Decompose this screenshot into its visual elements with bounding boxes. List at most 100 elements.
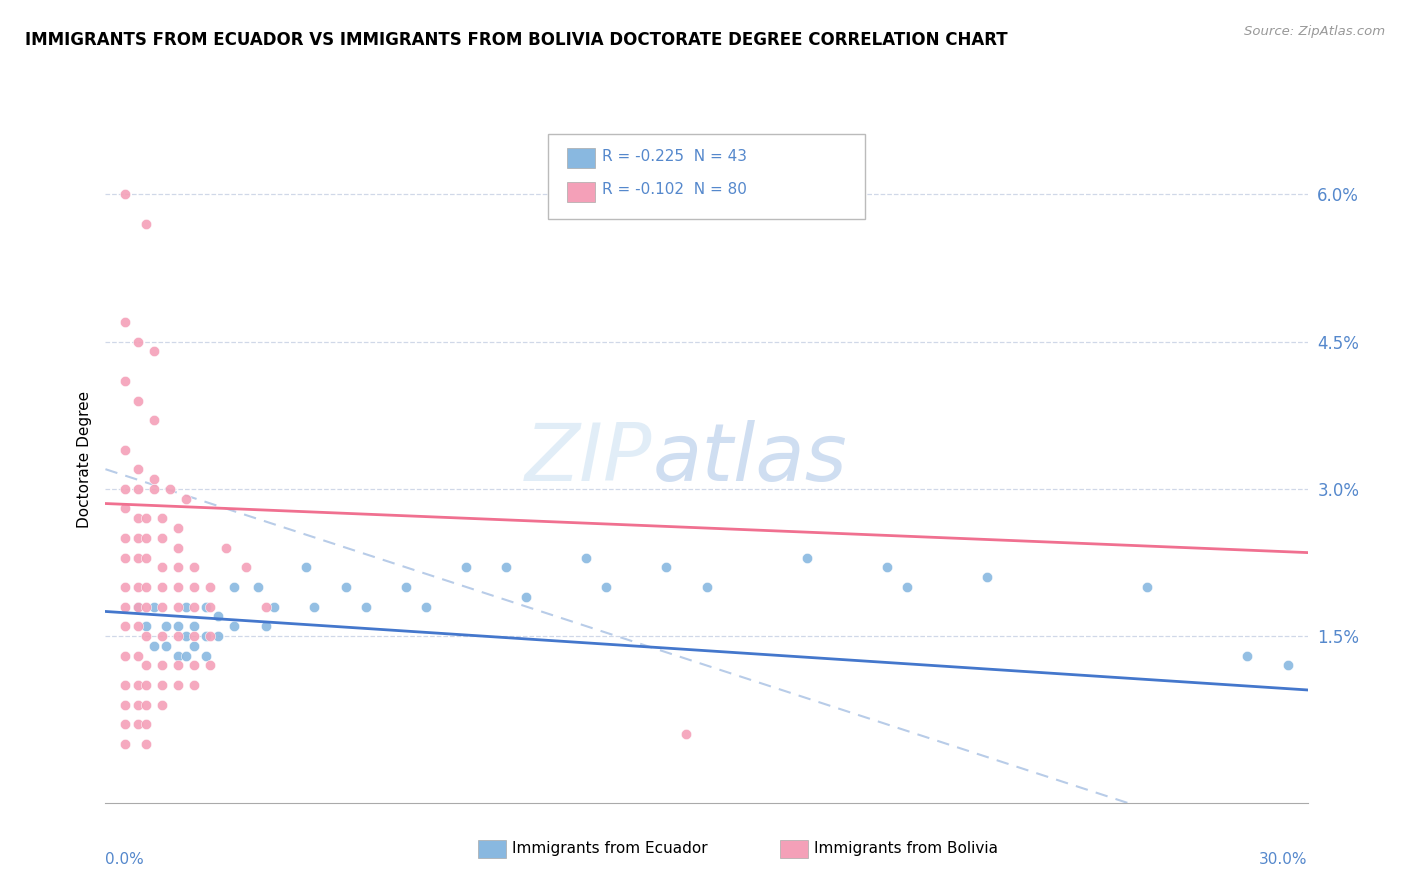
Point	[174, 599, 197, 614]
Point	[183, 639, 205, 653]
Point	[1236, 648, 1258, 663]
Point	[114, 648, 136, 663]
Point	[135, 698, 157, 712]
Point	[127, 648, 149, 663]
Point	[142, 482, 165, 496]
Point	[155, 639, 177, 653]
Point	[150, 560, 173, 574]
Point	[135, 658, 157, 673]
Y-axis label: Doctorate Degree: Doctorate Degree	[76, 391, 91, 528]
Point	[114, 315, 136, 329]
Point	[174, 648, 197, 663]
Point	[127, 550, 149, 565]
Point	[150, 580, 173, 594]
Point	[246, 580, 269, 594]
Point	[142, 344, 165, 359]
Point	[183, 678, 205, 692]
Point	[976, 570, 998, 584]
Point	[150, 678, 173, 692]
Point	[302, 599, 325, 614]
Point	[150, 531, 173, 545]
Point	[114, 678, 136, 692]
Point	[127, 462, 149, 476]
Point	[198, 580, 221, 594]
Point	[127, 531, 149, 545]
Point	[114, 599, 136, 614]
Point	[166, 599, 188, 614]
Point	[194, 599, 217, 614]
Point	[135, 678, 157, 692]
Point	[150, 599, 173, 614]
Point	[183, 560, 205, 574]
Point	[114, 442, 136, 457]
Point	[150, 658, 173, 673]
Point	[295, 560, 318, 574]
Point	[235, 560, 257, 574]
Point	[166, 619, 188, 633]
Point	[135, 599, 157, 614]
Point	[114, 482, 136, 496]
Point	[166, 658, 188, 673]
Point	[135, 580, 157, 594]
Text: R = -0.225  N = 43: R = -0.225 N = 43	[602, 149, 747, 163]
Text: Immigrants from Ecuador: Immigrants from Ecuador	[512, 841, 707, 855]
Point	[675, 727, 697, 741]
Point	[114, 531, 136, 545]
Point	[114, 501, 136, 516]
Point	[174, 491, 197, 506]
Point	[127, 678, 149, 692]
Point	[198, 629, 221, 643]
Point	[595, 580, 617, 594]
Point	[135, 531, 157, 545]
Point	[166, 629, 188, 643]
Point	[127, 482, 149, 496]
Text: Immigrants from Bolivia: Immigrants from Bolivia	[814, 841, 998, 855]
Point	[198, 658, 221, 673]
Point	[183, 619, 205, 633]
Point	[135, 629, 157, 643]
Point	[150, 511, 173, 525]
Point	[166, 648, 188, 663]
Point	[155, 619, 177, 633]
Point	[114, 374, 136, 388]
Point	[114, 698, 136, 712]
Point	[655, 560, 678, 574]
Point	[254, 619, 277, 633]
Point	[1277, 658, 1299, 673]
Point	[174, 629, 197, 643]
Point	[114, 580, 136, 594]
Point	[454, 560, 477, 574]
Point	[142, 599, 165, 614]
Point	[263, 599, 285, 614]
Text: 0.0%: 0.0%	[105, 852, 145, 867]
Point	[127, 698, 149, 712]
Point	[254, 599, 277, 614]
Point	[114, 737, 136, 751]
Point	[142, 413, 165, 427]
Point	[166, 521, 188, 535]
Point	[166, 678, 188, 692]
Point	[207, 609, 229, 624]
Point	[114, 619, 136, 633]
Point	[127, 334, 149, 349]
Point	[127, 580, 149, 594]
Point	[796, 550, 818, 565]
Point	[114, 550, 136, 565]
Point	[159, 482, 181, 496]
Point	[127, 511, 149, 525]
Point	[222, 580, 245, 594]
Point	[150, 698, 173, 712]
Point	[335, 580, 357, 594]
Point	[896, 580, 918, 594]
Point	[198, 599, 221, 614]
Text: ZIP: ZIP	[524, 420, 652, 499]
Point	[354, 599, 377, 614]
Point	[515, 590, 537, 604]
Point	[135, 717, 157, 731]
Point	[114, 187, 136, 202]
Point	[127, 599, 149, 614]
Point	[183, 599, 205, 614]
Text: Source: ZipAtlas.com: Source: ZipAtlas.com	[1244, 25, 1385, 38]
Point	[166, 580, 188, 594]
Point	[150, 629, 173, 643]
